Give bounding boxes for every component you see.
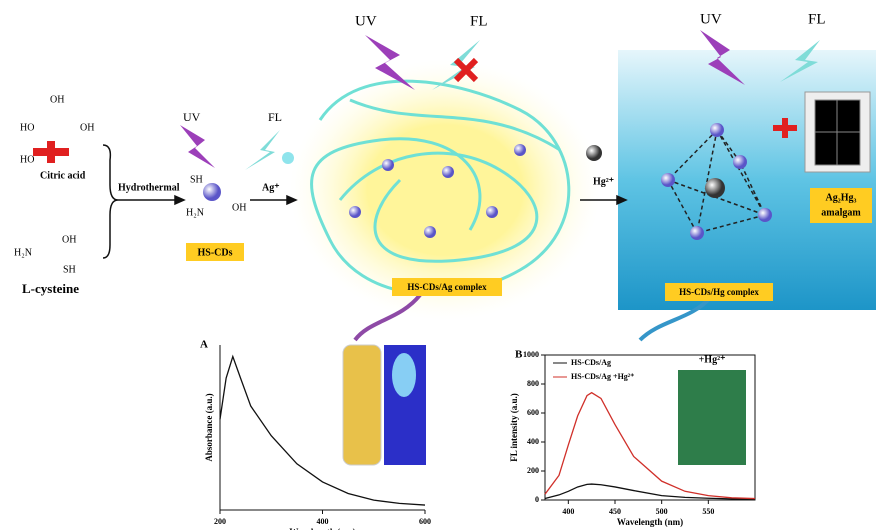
label: UV	[183, 110, 201, 124]
label: FL	[470, 13, 488, 29]
label: UV	[355, 13, 377, 29]
label: Hydrothermal	[118, 182, 180, 193]
panel-label: B	[515, 349, 523, 361]
y-tick-label: 200	[527, 466, 539, 475]
label: Ag₂Hg₃	[826, 192, 857, 203]
x-tick-label: 400	[562, 507, 574, 516]
atom: SH	[63, 264, 76, 275]
label: L-cysteine	[22, 281, 79, 296]
y-axis-label: Absorbance (a.u.)	[204, 393, 214, 461]
x-tick-label: 600	[419, 517, 431, 526]
legend-label: HS-CDs/Ag +Hg²⁺	[571, 372, 634, 381]
label: HS-CDs/Ag complex	[407, 282, 487, 292]
atom: H₂N	[186, 207, 204, 218]
cd-particle	[203, 183, 221, 201]
label: Hg²⁺	[593, 176, 614, 187]
scheme: Citric acid L-cysteine Hydrothermal HS-C…	[14, 11, 876, 465]
inset-label: +Hg²⁺	[699, 354, 726, 365]
brace	[103, 145, 118, 258]
x-tick-label: 500	[656, 507, 668, 516]
hg-center	[705, 178, 725, 198]
label: Ag⁺	[262, 182, 280, 193]
ag-ion-ball	[282, 152, 294, 164]
atom: SH	[190, 174, 203, 185]
plus	[33, 141, 69, 163]
water-area	[618, 50, 876, 310]
label: HS-CDs	[197, 247, 232, 258]
panel-label: A	[200, 339, 208, 351]
atom: OH	[232, 202, 246, 213]
label: UV	[700, 11, 722, 27]
y-tick-label: 0	[535, 495, 539, 504]
figure: Citric acid L-cysteine Hydrothermal HS-C…	[0, 0, 876, 530]
atom: HO	[20, 154, 34, 165]
x-tick-label: 450	[609, 507, 621, 516]
y-axis-label: FL intensity (a.u.)	[509, 393, 519, 462]
atom: OH	[50, 94, 64, 105]
x-tick-label: 550	[702, 507, 714, 516]
label: FL	[808, 11, 826, 27]
y-tick-label: 400	[527, 437, 539, 446]
x-tick-label: 400	[317, 517, 329, 526]
atom: HO	[20, 122, 34, 133]
legend-label: HS-CDs/Ag	[571, 358, 611, 367]
atom: H₂N	[14, 247, 32, 258]
atom: OH	[80, 122, 94, 133]
hg-ion-ball	[586, 145, 602, 161]
label: HS-CDs/Hg complex	[679, 287, 759, 297]
glow-spot	[392, 353, 416, 397]
y-tick-label: 1000	[523, 350, 539, 359]
label: Citric acid	[40, 170, 86, 181]
y-tick-label: 800	[527, 379, 539, 388]
lattice-lines	[815, 100, 860, 165]
x-tick-label: 200	[214, 517, 226, 526]
atom: OH	[62, 234, 76, 245]
vial-photo	[343, 345, 381, 465]
x-axis-label: Wavelength (nm)	[617, 517, 683, 527]
label: FL	[268, 110, 282, 124]
y-tick-label: 600	[527, 408, 539, 417]
vials-photo	[678, 370, 746, 465]
label: amalgam	[821, 207, 861, 218]
